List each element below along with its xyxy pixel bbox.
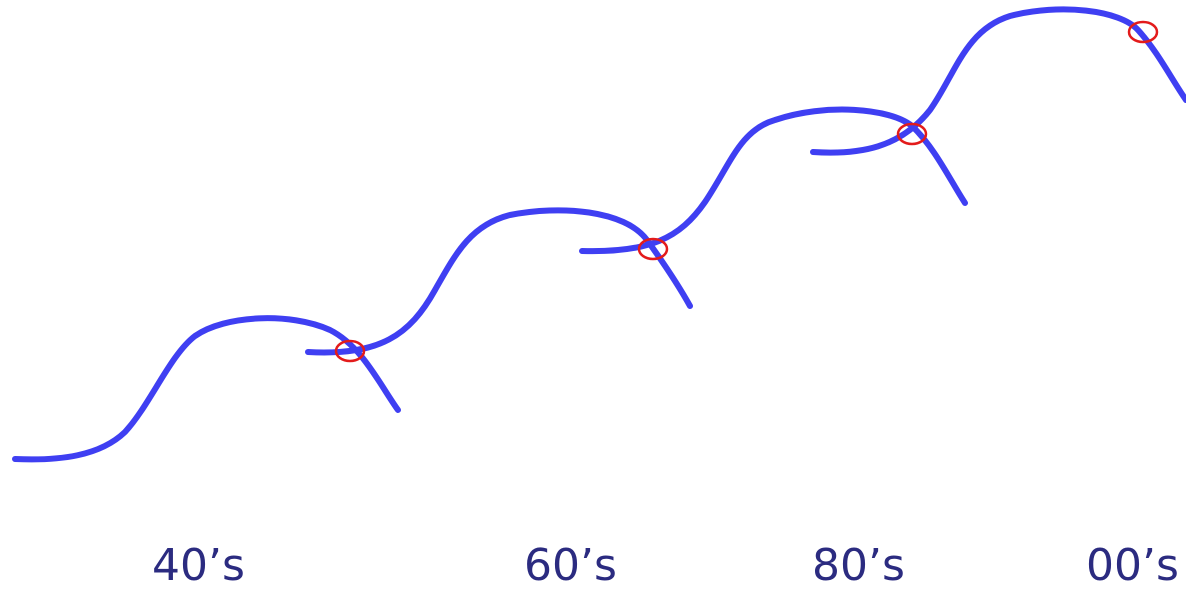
marker-layer <box>334 20 1159 363</box>
transition-marker-2 <box>637 237 669 261</box>
era-label-60s: 60’s <box>524 540 617 591</box>
era-label-40s: 40’s <box>152 540 245 591</box>
transition-marker-4 <box>1127 20 1159 44</box>
s-curve-2 <box>305 207 693 356</box>
s-curve-4 <box>810 6 1186 156</box>
transition-marker-1 <box>334 339 366 363</box>
era-label-80s: 80’s <box>812 540 905 591</box>
s-curve-1 <box>12 315 401 463</box>
transition-marker-3 <box>896 122 928 146</box>
era-label-00s: 00’s <box>1086 540 1179 591</box>
curve-layer <box>12 6 1186 463</box>
